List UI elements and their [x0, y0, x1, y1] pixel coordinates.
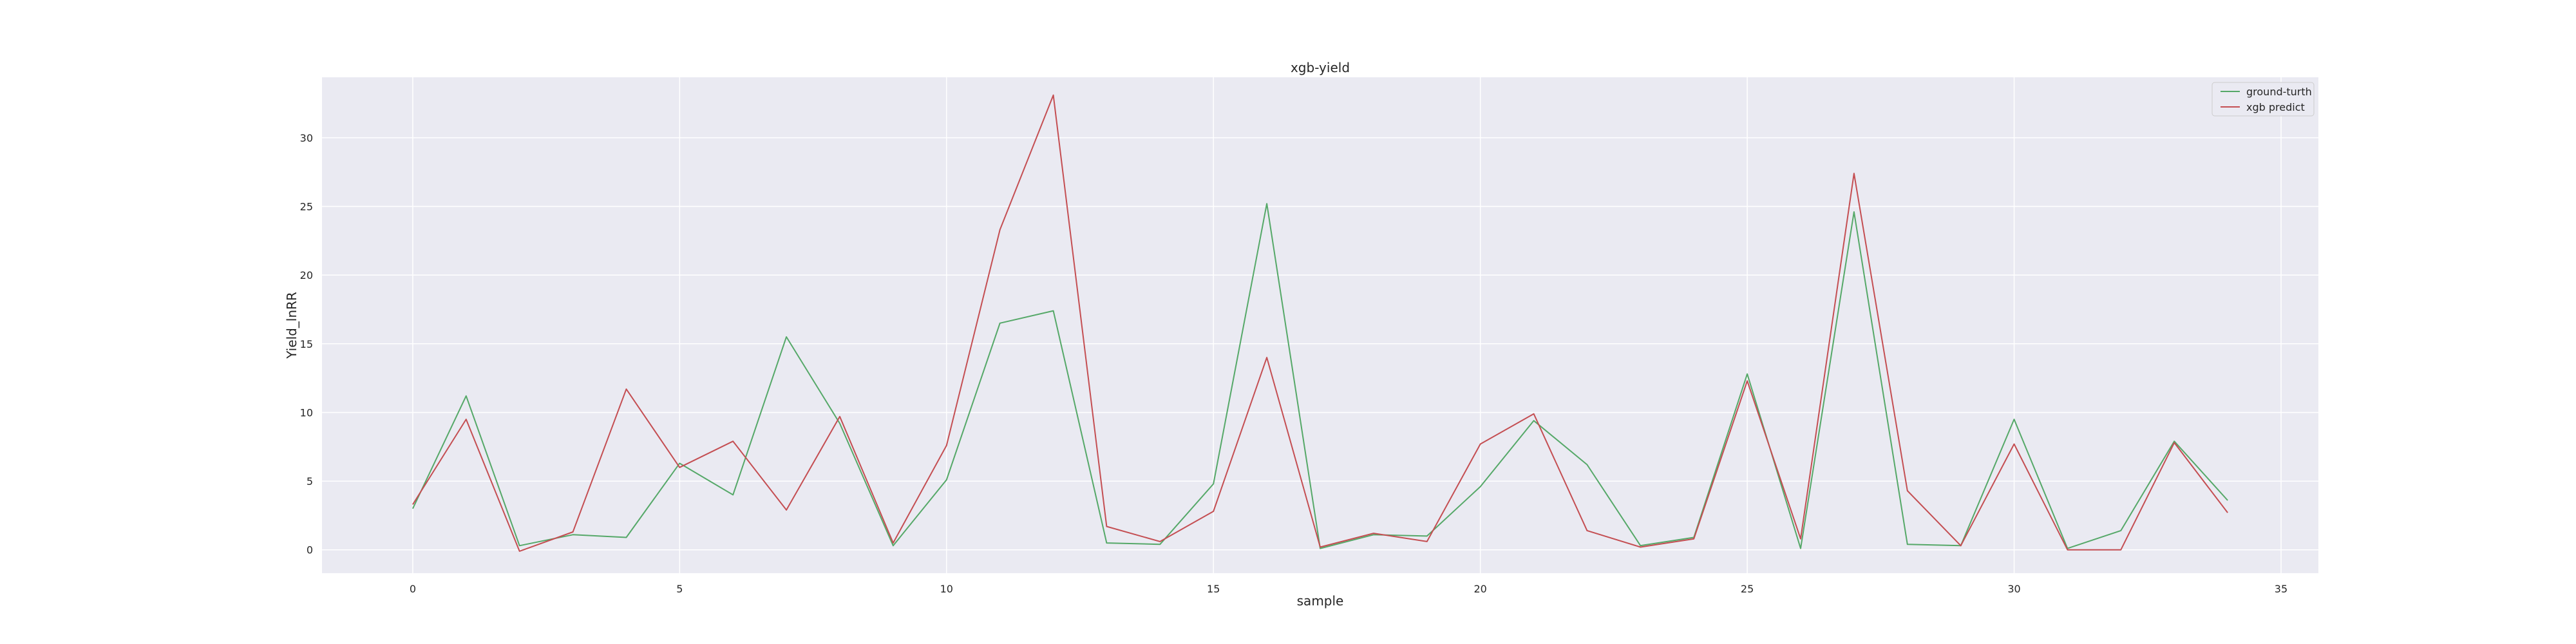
series-line-xgb-predict [412, 94, 2228, 552]
x-tick-label: 10 [940, 583, 953, 595]
x-tick-label: 30 [2007, 583, 2020, 595]
y-tick-labels: 0 5 10 15 20 25 30 [300, 132, 313, 556]
y-tick-label: 20 [300, 269, 313, 281]
x-tick-label: 25 [1741, 583, 1754, 595]
x-tick-labels: 0 5 10 15 20 25 30 35 [410, 583, 2287, 595]
x-tick-label: 5 [676, 583, 683, 595]
chart-title: xgb-yield [1291, 60, 1350, 75]
y-tick-label: 5 [307, 475, 313, 488]
y-axis-label: Yield_lnRR [284, 292, 299, 359]
legend-label-xgb-predict: xgb predict [2246, 101, 2305, 113]
x-tick-label: 35 [2275, 583, 2287, 595]
grid-lines [322, 77, 2318, 573]
x-tick-label: 20 [1473, 583, 1486, 595]
plot-area [322, 77, 2318, 573]
x-tick-label: 15 [1207, 583, 1220, 595]
y-tick-label: 30 [300, 132, 313, 144]
y-tick-label: 15 [300, 338, 313, 350]
y-tick-label: 25 [300, 200, 313, 213]
legend: ground-turth xgb predict [2211, 82, 2315, 117]
x-axis-label: sample [1297, 593, 1344, 609]
legend-label-ground-turth: ground-turth [2246, 86, 2312, 98]
series-lines [412, 94, 2228, 552]
y-tick-label: 0 [307, 544, 313, 556]
x-tick-label: 0 [410, 583, 416, 595]
series-line-ground-turth [412, 203, 2228, 549]
y-tick-label: 10 [300, 406, 313, 419]
